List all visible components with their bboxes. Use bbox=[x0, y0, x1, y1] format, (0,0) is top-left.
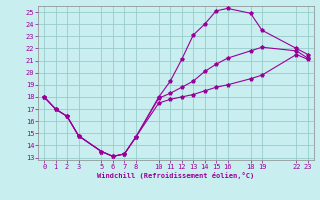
X-axis label: Windchill (Refroidissement éolien,°C): Windchill (Refroidissement éolien,°C) bbox=[97, 172, 255, 179]
